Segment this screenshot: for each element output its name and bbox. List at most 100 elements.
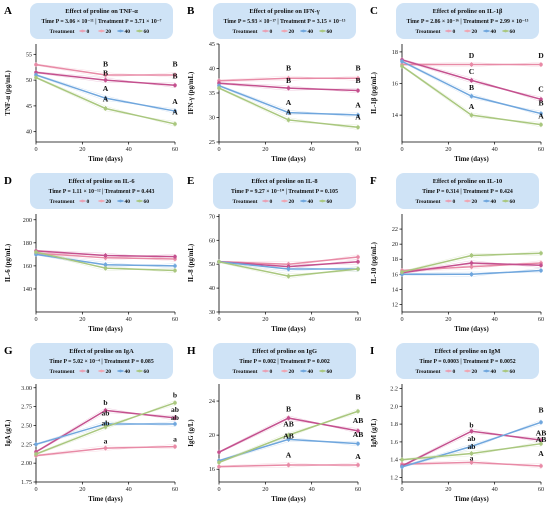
sig-letter-0: B [286,63,291,72]
series-point-0-0 [217,464,221,469]
series-point-60-2 [173,122,177,126]
series-point-0-1 [103,446,108,450]
legend-marker-0 [81,29,84,33]
series-point-60-1 [103,266,108,270]
legend-marker-60 [504,29,507,33]
legend-label-40: 40 [125,369,131,375]
panel-stat: Time P = 0.002 | Treatment P = 0.002 [239,359,330,365]
legend-marker-20 [283,29,286,33]
x-axis-label: Time (days) [271,496,305,503]
legend-label-60: 60 [510,369,516,375]
x-tick-label-0: 0 [34,486,37,493]
sig-letter-4: B [538,406,543,415]
y-tick-label-16: 16 [209,466,215,473]
series-point-20-0 [217,450,221,454]
legend-label-60: 60 [327,369,333,375]
series-point-60-0 [400,270,404,274]
sig-letter-5: C [538,84,543,93]
x-tick-label-20: 20 [262,316,268,323]
panel-letter: C [370,5,378,17]
x-tick-label-20: 20 [262,486,268,493]
legend-marker-0 [264,199,267,203]
x-axis-label: Time (days) [454,496,488,503]
y-axis-label: IgG (g/L) [188,419,195,446]
legend-label-0: 0 [87,199,90,205]
y-axis-label: IFN-γ (pg/mL) [188,72,195,115]
series-point-0-2 [356,463,360,467]
x-tick-label-60: 60 [172,486,178,493]
x-tick-label-0: 0 [217,316,220,323]
x-tick-label-40: 40 [492,146,498,153]
legend-label-40: 40 [125,199,131,205]
legend-marker-40 [485,369,488,373]
panel-d: D Effect of proline on IL-6 Time P = 1.11 … [4,173,178,333]
sig-letter-4: B [355,392,360,401]
sig-letter-1: AB [283,420,294,429]
y-tick-label-25: 25 [209,139,215,146]
series-point-40-1 [469,444,474,449]
series-point-60-0 [34,75,38,80]
y-tick-label-35: 35 [209,90,215,97]
legend-label-40: 40 [308,199,314,205]
legend-title: Treatment [416,369,441,375]
panel-letter: D [4,175,12,187]
sig-letter-2: B [469,83,474,92]
series-point-40-1 [469,94,474,98]
series-point-60-2 [173,268,177,273]
legend-marker-60 [138,29,141,33]
sig-letter-6: AB [353,430,364,439]
y-tick-label-140: 140 [23,286,32,293]
legend-marker-0 [264,369,267,373]
legend-title: Treatment [233,369,258,375]
sig-letter-2: AB [283,432,294,441]
legend-label-40: 40 [491,29,497,35]
panel-legend: Treatment 0 20 40 60 [233,29,333,35]
x-tick-label-20: 20 [445,146,451,153]
panel-letter: H [187,345,196,357]
sig-letter-5: B [172,72,177,81]
series-point-0-1 [286,76,291,81]
legend-marker-60 [321,29,324,33]
series-point-20-1 [103,408,108,413]
series-point-60-0 [217,460,221,465]
x-tick-label-60: 60 [355,146,361,153]
series-point-0-2 [173,444,177,449]
legend-label-0: 0 [270,29,273,35]
series-point-60-1 [103,425,108,429]
y-tick-label-55: 55 [26,51,32,58]
x-tick-label-40: 40 [309,316,315,323]
legend-marker-20 [100,199,103,203]
series-point-40-1 [469,272,474,277]
y-tick-label-1.6: 1.6 [390,439,398,446]
x-tick-label-20: 20 [79,316,85,323]
legend-marker-0 [447,369,450,373]
sig-letter-7: A [538,111,544,120]
series-point-40-0 [34,73,38,77]
series-point-40-2 [173,422,177,426]
series-point-0-2 [173,73,177,77]
legend-label-20: 20 [106,29,112,35]
y-tick-label-12: 12 [392,301,398,308]
sig-letter-4: B [355,63,360,72]
y-axis-label: IgM (g/L) [371,419,378,448]
sig-letter-4: b [173,391,177,400]
x-tick-label-20: 20 [445,316,451,323]
panel-legend: Treatment 0 20 40 60 [50,199,150,205]
series-point-60-2 [356,409,360,414]
sig-letter-3: a [104,437,108,446]
series-point-40-0 [34,442,38,447]
x-tick-label-20: 20 [262,146,268,153]
sig-letter-1: C [469,67,474,76]
y-tick-label-16: 16 [392,271,398,278]
legend-label-20: 20 [289,29,295,35]
series-point-40-1 [286,437,291,442]
legend-title: Treatment [50,199,75,205]
series-point-20-2 [173,254,177,259]
x-tick-label-20: 20 [79,146,85,153]
legend-label-0: 0 [87,369,90,375]
series-point-60-2 [173,401,177,405]
sig-letter-6: A [355,101,361,110]
series-point-60-0 [400,64,404,68]
x-tick-label-40: 40 [126,316,132,323]
